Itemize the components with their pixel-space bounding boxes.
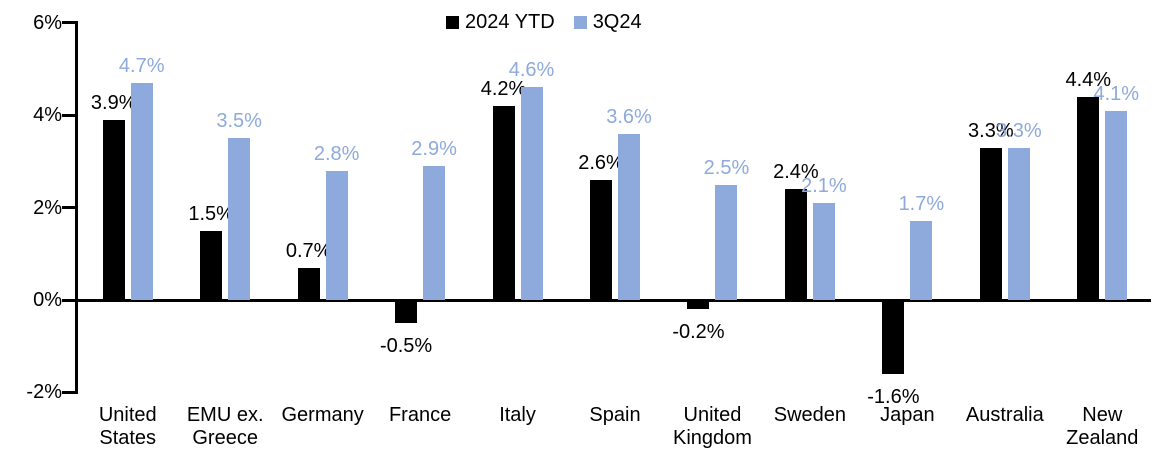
bar-value-label: 2.9% (411, 138, 457, 161)
y-tick (62, 390, 75, 394)
bar-value-label: 4.6% (508, 59, 555, 82)
bar-2024-ytd (492, 105, 515, 300)
y-tick (62, 206, 75, 210)
y-tick-label: 2% (33, 196, 62, 219)
bar-value-label: 4.2% (480, 77, 527, 100)
category-label: EMU ex. Greece (186, 404, 264, 449)
bar-3q24 (325, 170, 348, 300)
y-tick-label: 0% (33, 289, 62, 311)
bar-3q24 (1007, 147, 1030, 300)
category-label: United States (98, 404, 157, 449)
category-label: Germany (281, 404, 364, 426)
y-tick-label: 4% (33, 104, 62, 127)
bar-2024-ytd (1077, 96, 1100, 300)
legend-item-2024-ytd: 2024 YTD (446, 11, 555, 33)
bar-3q24 (130, 82, 153, 300)
y-tick (62, 298, 75, 302)
bar-2024-ytd (200, 230, 223, 300)
bar-3q24 (520, 87, 543, 300)
y-tick-label: 6% (33, 11, 62, 34)
bar-value-label: 1.5% (188, 202, 234, 225)
category-label: Spain (589, 404, 641, 426)
category-label: United Kingdom (672, 404, 752, 449)
bar-3q24 (423, 166, 446, 300)
x-axis-line (75, 298, 1151, 302)
bar-value-label: 2.1% (801, 174, 847, 197)
bar-2024-ytd (590, 179, 612, 300)
bar-2024-ytd (979, 147, 1002, 300)
bar-3q24 (812, 202, 835, 300)
y-tick (62, 21, 75, 25)
bar-value-label: -1.6% (867, 385, 920, 408)
bar-value-label: 4.1% (1093, 82, 1140, 105)
bar-value-label: 2.5% (703, 156, 750, 179)
bar-value-label: 3.9% (90, 91, 137, 114)
bar-value-label: 4.4% (1065, 68, 1112, 91)
legend-swatch-2024-ytd (446, 15, 459, 29)
legend-swatch-3q24 (573, 15, 587, 29)
bar-value-label: 1.7% (898, 193, 945, 216)
bar-2024-ytd (297, 267, 320, 300)
bar-value-label: 2.6% (578, 151, 624, 174)
category-label: Japan (880, 404, 935, 426)
bar-3q24 (1105, 110, 1128, 300)
bar-3q24 (228, 138, 251, 300)
bar-value-label: 3.5% (216, 110, 262, 133)
bar-3q24 (910, 221, 933, 300)
bar-value-label: 3.3% (996, 119, 1042, 142)
y-axis-line (75, 21, 78, 394)
category-label: New Zealand (1066, 404, 1139, 449)
y-tick-label: -2% (26, 381, 62, 404)
category-label: Sweden (773, 404, 847, 426)
bar-value-label: 2.8% (313, 142, 360, 165)
bar-2024-ytd (882, 300, 905, 374)
bar-value-label: 3.3% (968, 119, 1014, 142)
bar-3q24 (715, 184, 738, 300)
legend-label-3q24: 3Q24 (592, 11, 642, 33)
bar-value-label: 2.4% (773, 161, 819, 184)
bar-value-label: -0.2% (672, 321, 725, 344)
bar-2024-ytd (395, 300, 418, 324)
bar-value-label: 4.7% (118, 54, 165, 77)
bar-2024-ytd (687, 300, 710, 310)
legend-label-2024-ytd: 2024 YTD (465, 11, 555, 33)
bar-3q24 (618, 133, 640, 300)
category-label: France (388, 404, 452, 426)
bar-value-label: -0.5% (379, 335, 433, 358)
category-label: Italy (499, 404, 536, 426)
bar-value-label: 0.7% (285, 239, 332, 262)
y-tick (62, 113, 75, 117)
legend-item-3q24: 3Q24 (573, 11, 642, 33)
bar-2024-ytd (102, 119, 125, 300)
bar-2024-ytd (784, 189, 807, 300)
category-label: Australia (965, 404, 1044, 426)
bar-value-label: 3.6% (606, 105, 652, 128)
chart-legend: 2024 YTD 3Q24 (446, 11, 642, 33)
